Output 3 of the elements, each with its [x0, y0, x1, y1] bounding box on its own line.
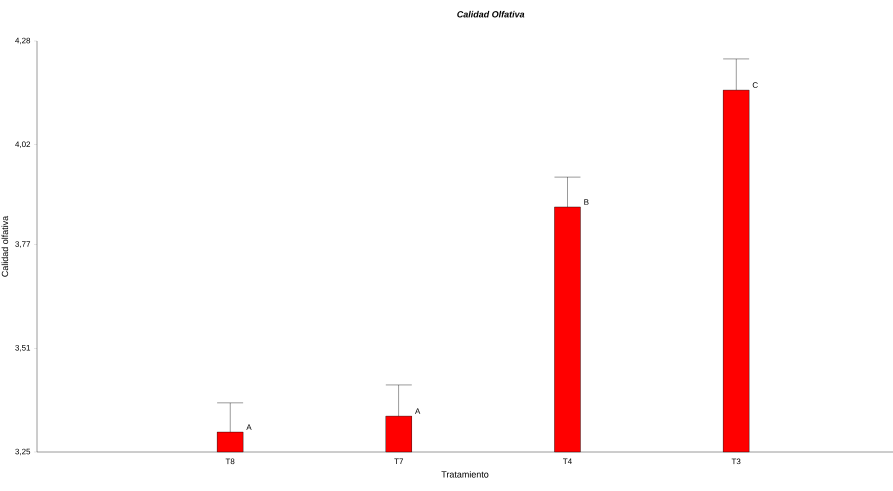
y-axis-title: Calidad olfativa: [2, 216, 8, 277]
chart-title: Calidad Olfativa: [457, 10, 524, 18]
x-axis-title: Tratamiento: [441, 471, 488, 478]
